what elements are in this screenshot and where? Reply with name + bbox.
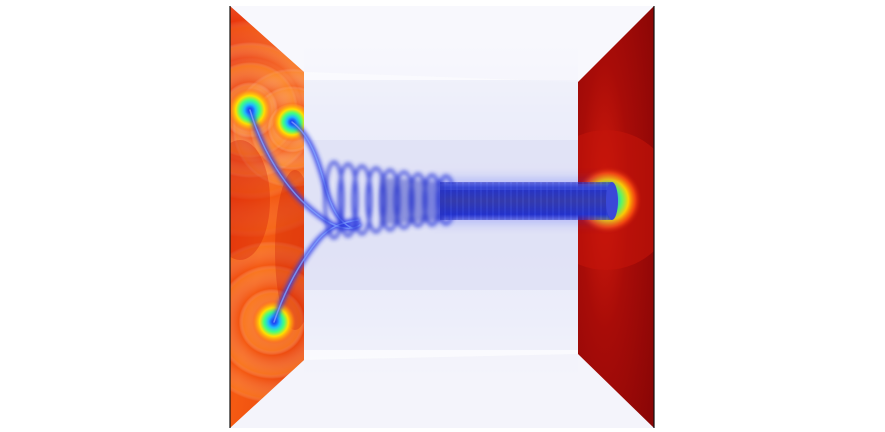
vortex-tube (380, 178, 618, 224)
